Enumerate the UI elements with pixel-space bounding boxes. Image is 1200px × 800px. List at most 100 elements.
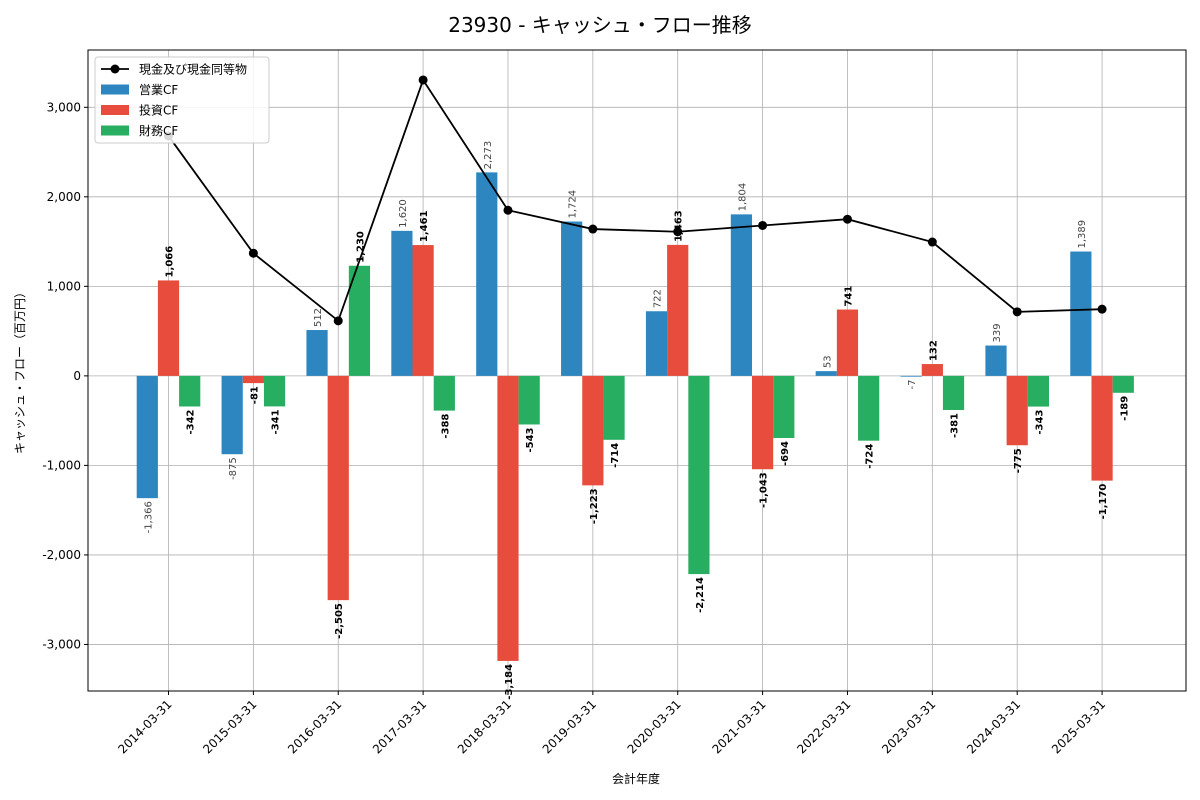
legend-label: 財務CF	[139, 123, 178, 138]
cash-point	[333, 316, 343, 326]
cash-point	[673, 227, 683, 237]
data-label: 1,066	[165, 246, 176, 278]
bar-financing	[1027, 375, 1049, 407]
y-tick-label: 1,000	[47, 279, 81, 293]
bar-financing	[603, 375, 625, 440]
bar-investing	[667, 244, 689, 376]
bar-investing	[921, 364, 943, 376]
plot-frame	[87, 49, 1187, 692]
x-axis: 2014-03-31 2015-03-31 2016-03-31 2017-03-31…	[115, 691, 1108, 756]
cash-point	[503, 205, 513, 215]
chart-title: 23930 - キャッシュ・フロー推移	[448, 13, 752, 37]
bar-financing	[348, 265, 371, 376]
y-tick-label: -1,000	[42, 458, 81, 472]
bars	[136, 172, 1134, 661]
x-tick-label: 2021-03-31	[709, 697, 768, 756]
x-tick-label: 2018-03-31	[455, 697, 514, 756]
data-label: 722	[653, 289, 664, 308]
bar-financing	[1112, 375, 1134, 393]
data-label: -1,170	[1098, 484, 1109, 520]
bar-operating	[815, 371, 837, 376]
data-label: 512	[313, 308, 324, 327]
legend-label: 現金及び現金同等物	[139, 62, 247, 77]
bar-investing	[412, 245, 434, 376]
y-tick-label: 0	[73, 369, 81, 383]
bar-financing	[433, 375, 455, 411]
legend-swatch	[101, 105, 129, 115]
data-label: -7	[907, 379, 918, 389]
bar-investing	[751, 375, 774, 470]
bar-financing	[263, 375, 286, 407]
data-label: 132	[928, 340, 939, 361]
bar-operating	[136, 375, 158, 499]
bar-financing	[773, 375, 795, 439]
bar-operating	[306, 330, 328, 376]
data-label: -694	[780, 441, 791, 466]
data-label: -714	[610, 443, 621, 468]
data-label: -341	[271, 409, 282, 434]
data-label: -1,043	[759, 472, 770, 508]
x-tick-label: 2023-03-31	[879, 697, 938, 756]
bar-operating	[645, 311, 668, 376]
bar-financing	[858, 375, 880, 441]
data-label: -189	[1119, 396, 1130, 421]
bar-operating	[730, 214, 752, 376]
data-label: 53	[822, 355, 833, 368]
legend-label: 営業CF	[139, 83, 178, 97]
data-labels: -1,366 -875 512 1,620 2,273 1,724 722 1,804 53 -7…	[143, 141, 1130, 700]
y-axis: -3,000 -2,000 -1,000 0 1,000 2,000 3,000	[42, 100, 88, 651]
bar-operating	[900, 375, 922, 377]
cash-point	[1012, 307, 1022, 317]
data-label: -81	[249, 386, 260, 404]
data-label: -2,505	[334, 603, 345, 639]
x-tick-label: 2020-03-31	[625, 697, 684, 756]
data-label: -343	[1034, 410, 1045, 435]
data-label: -381	[950, 413, 961, 438]
bar-investing	[157, 280, 180, 376]
data-label: -543	[525, 427, 536, 452]
data-label: 1,804	[737, 183, 748, 212]
bar-financing	[179, 375, 201, 407]
data-label: 1,461	[419, 210, 430, 242]
legend-swatch	[101, 125, 129, 136]
cash-line-path	[167, 77, 1103, 323]
cash-point	[588, 224, 598, 234]
bar-investing	[1006, 375, 1028, 446]
legend-line-marker	[110, 64, 120, 74]
bar-investing	[1091, 375, 1113, 481]
y-tick-label: 2,000	[47, 190, 81, 204]
data-label: -2,214	[695, 577, 706, 613]
bar-operating	[221, 375, 243, 455]
cash-point	[758, 220, 768, 230]
bar-operating	[476, 172, 498, 376]
legend-label: 投資CF	[139, 103, 178, 118]
grid	[88, 50, 1186, 691]
bar-operating	[391, 230, 413, 376]
bar-financing	[942, 375, 965, 410]
legend-box	[94, 56, 270, 144]
x-tick-label: 2014-03-31	[115, 697, 174, 756]
x-axis-label: 会計年度	[612, 771, 660, 786]
bar-investing	[836, 309, 859, 376]
data-label: 741	[843, 286, 854, 307]
y-axis-label: キャッシュ・フロー（百万円）	[13, 286, 27, 454]
y-tick-label: -2,000	[42, 548, 81, 562]
data-label: -1,223	[589, 488, 600, 524]
y-tick-label: 3,000	[47, 100, 81, 114]
data-label: -342	[186, 409, 197, 434]
cash-line	[164, 75, 1107, 326]
data-label: 1,724	[568, 190, 579, 219]
data-label: 1,463	[674, 210, 685, 242]
data-label: 339	[992, 323, 1003, 342]
legend-swatch	[101, 84, 129, 95]
data-label: 2,273	[483, 141, 494, 170]
bar-financing	[518, 375, 540, 425]
bar-operating	[561, 221, 583, 376]
x-tick-label: 2017-03-31	[370, 697, 429, 756]
x-tick-label: 2024-03-31	[964, 697, 1023, 756]
data-label: -1,366	[143, 501, 154, 533]
bar-investing	[497, 375, 519, 661]
data-label: -388	[440, 414, 451, 439]
